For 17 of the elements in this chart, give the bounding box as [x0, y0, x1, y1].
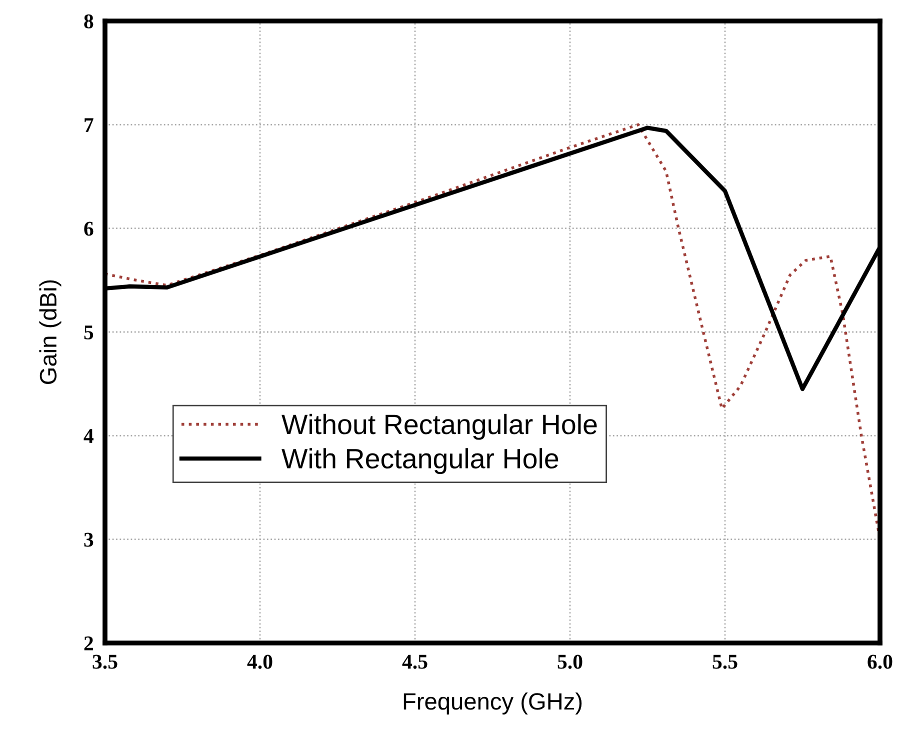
x-tick-label: 3.5	[92, 654, 118, 669]
x-axis-title: Frequency (GHz)	[404, 692, 582, 714]
y-tick-label: 5	[84, 326, 94, 340]
y-tick-label: 8	[84, 14, 94, 28]
x-tick-label: 6.0	[868, 654, 892, 669]
x-tick-label: 5.0	[558, 654, 582, 669]
legend-label: Without Rectangular Hole	[282, 414, 597, 440]
x-tick-label: 4.0	[247, 654, 272, 669]
y-tick-label: 7	[84, 118, 94, 132]
y-tick-label: 2	[84, 636, 93, 650]
x-tick-label: 5.5	[712, 654, 738, 669]
y-tick-label: 4	[84, 429, 94, 443]
x-tick-label: 4.5	[402, 654, 428, 669]
y-tick-label: 3	[84, 532, 94, 547]
y-axis-title: Gain (dBi)	[39, 280, 62, 384]
y-tick-label: 6	[84, 222, 94, 236]
legend-label: With Rectangular Hole	[282, 448, 558, 474]
